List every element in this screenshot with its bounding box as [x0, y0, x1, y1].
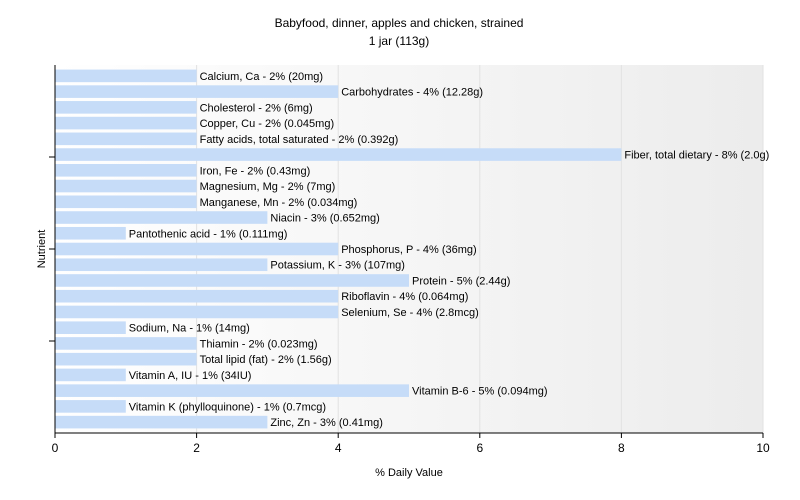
bar-group: Fiber, total dietary - 8% (2.0g) [55, 148, 769, 162]
bar-label: Sodium, Na - 1% (14mg) [129, 323, 250, 335]
bar [55, 116, 197, 130]
bar-group: Vitamin A, IU - 1% (34IU) [55, 368, 252, 382]
bar-group: Sodium, Na - 1% (14mg) [55, 321, 250, 335]
x-tick-label: 6 [476, 441, 483, 455]
bar-group: Zinc, Zn - 3% (0.41mg) [55, 415, 383, 429]
bar [55, 242, 339, 256]
chart-subtitle: 1 jar (113g) [369, 34, 429, 48]
axes [49, 65, 763, 434]
x-tick-label: 10 [756, 441, 770, 455]
bar-label: Thiamin - 2% (0.023mg) [200, 338, 318, 350]
y-axis-label: Nutrient [36, 230, 48, 269]
bar-label: Zinc, Zn - 3% (0.41mg) [270, 417, 382, 429]
bar-label: Manganese, Mn - 2% (0.034mg) [200, 197, 358, 209]
bar-group: Pantothenic acid - 1% (0.111mg) [55, 226, 288, 240]
bar-group: Protein - 5% (2.44g) [55, 274, 510, 287]
bar [55, 164, 197, 177]
bar [55, 226, 126, 240]
bar-group: Niacin - 3% (0.652mg) [55, 211, 380, 225]
bar-label: Potassium, K - 3% (107mg) [270, 260, 405, 272]
bar [55, 101, 197, 114]
bar [55, 85, 339, 98]
bar [55, 132, 197, 146]
bar [55, 305, 339, 319]
bar-group: Copper, Cu - 2% (0.045mg) [55, 116, 335, 130]
bar-group: Cholesterol - 2% (6mg) [55, 101, 313, 114]
bar-label: Vitamin K (phylloquinone) - 1% (0.7mcg) [129, 401, 326, 413]
bar-label: Pantothenic acid - 1% (0.111mg) [129, 228, 288, 240]
bar-label: Vitamin A, IU - 1% (34IU) [129, 370, 252, 382]
bar [55, 148, 622, 161]
bar-group: Phosphorus, P - 4% (36mg) [55, 242, 477, 256]
bars: Calcium, Ca - 2% (20mg) Carbohydrates - 4… [55, 69, 769, 429]
bar-label: Vitamin B-6 - 5% (0.094mg) [412, 386, 548, 398]
bar-label: Magnesium, Mg - 2% (7mg) [200, 181, 336, 193]
bar-group: Riboflavin - 4% (0.064mg) [55, 289, 468, 303]
bar [55, 415, 268, 429]
bar-group: Thiamin - 2% (0.023mg) [55, 337, 318, 350]
bar-group: Calcium, Ca - 2% (20mg) [55, 69, 323, 83]
bar-label: Protein - 5% (2.44g) [412, 275, 510, 287]
bar [55, 400, 126, 413]
x-tick-label: 2 [193, 441, 200, 455]
bar-group: Selenium, Se - 4% (2.8mcg) [55, 305, 479, 319]
bar-label: Phosphorus, P - 4% (36mg) [341, 244, 477, 256]
bar [55, 69, 197, 83]
bar-label: Calcium, Ca - 2% (20mg) [200, 71, 323, 83]
bar-label: Fatty acids, total saturated - 2% (0.392… [200, 134, 399, 146]
bar-label: Cholesterol - 2% (6mg) [200, 102, 313, 114]
bar [55, 368, 126, 382]
bar [55, 352, 197, 366]
bar-group: Potassium, K - 3% (107mg) [55, 258, 405, 272]
bar-label: Fiber, total dietary - 8% (2.0g) [624, 150, 769, 162]
bar-group: Fatty acids, total saturated - 2% (0.392… [55, 132, 399, 146]
x-tick-label: 0 [52, 441, 59, 455]
bar [55, 337, 197, 350]
bar [55, 289, 339, 303]
bar-label: Carbohydrates - 4% (12.28g) [341, 87, 483, 99]
bar-label: Selenium, Se - 4% (2.8mcg) [341, 307, 479, 319]
bar [55, 211, 268, 224]
bar-group: Total lipid (fat) - 2% (1.56g) [55, 352, 332, 366]
x-axis-label: % Daily Value [375, 467, 443, 479]
x-tick-label: 4 [335, 441, 342, 455]
bar-group: Iron, Fe - 2% (0.43mg) [55, 164, 310, 177]
bar-group: Magnesium, Mg - 2% (7mg) [55, 179, 336, 193]
bar-label: Niacin - 3% (0.652mg) [270, 213, 379, 225]
bar-group: Vitamin K (phylloquinone) - 1% (0.7mcg) [55, 400, 326, 413]
bar [55, 384, 409, 397]
bar-group: Vitamin B-6 - 5% (0.094mg) [55, 384, 548, 398]
bar-label: Riboflavin - 4% (0.064mg) [341, 291, 468, 303]
bar [55, 258, 268, 272]
bar [55, 179, 197, 193]
x-tick-label: 8 [618, 441, 625, 455]
bar [55, 274, 409, 287]
bar [55, 195, 197, 209]
bar-label: Copper, Cu - 2% (0.045mg) [200, 118, 335, 130]
bar-group: Carbohydrates - 4% (12.28g) [55, 85, 483, 99]
bar-group: Manganese, Mn - 2% (0.034mg) [55, 195, 358, 209]
bar-label: Iron, Fe - 2% (0.43mg) [200, 165, 311, 177]
x-ticks: 0 2 4 6 8 10 [52, 433, 770, 455]
bar [55, 321, 126, 334]
chart-title: Babyfood, dinner, apples and chicken, st… [275, 16, 524, 30]
bar-label: Total lipid (fat) - 2% (1.56g) [200, 354, 332, 366]
